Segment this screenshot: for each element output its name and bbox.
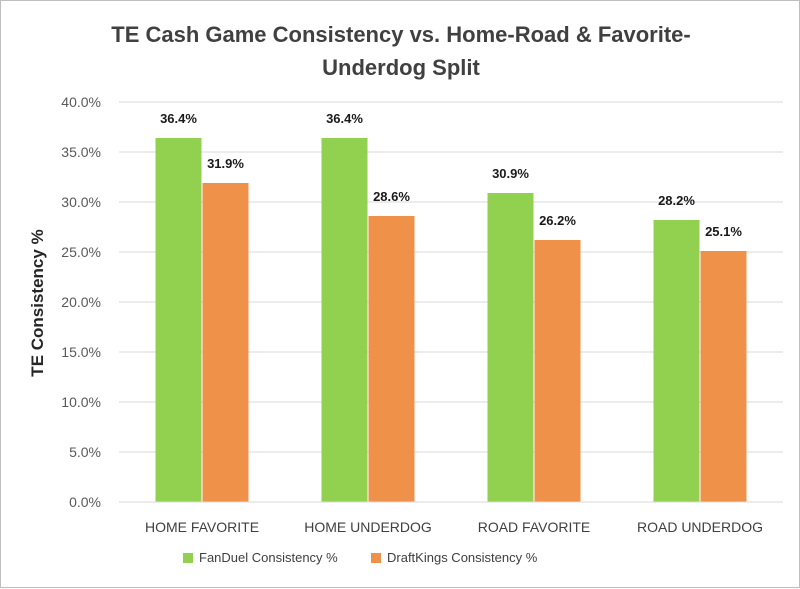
legend-swatch-draftkings	[371, 553, 381, 563]
x-category-label: ROAD UNDERDOG	[637, 519, 763, 535]
x-category-label: ROAD FAVORITE	[478, 519, 591, 535]
bar-draftkings	[534, 240, 581, 502]
chart-title-line-2: Underdog Split	[322, 55, 480, 80]
legend: FanDuel Consistency % DraftKings Consist…	[183, 550, 538, 565]
y-tick-label: 10.0%	[61, 394, 101, 410]
y-axis-ticks: 0.0% 5.0% 10.0% 15.0% 20.0% 25.0% 30.0% 35.0% 40…	[61, 94, 101, 510]
data-label-fanduel: 30.9%	[492, 166, 529, 181]
bar-draftkings	[202, 183, 249, 502]
legend-swatch-fanduel	[183, 553, 193, 563]
y-tick-label: 25.0%	[61, 244, 101, 260]
legend-label-draftkings: DraftKings Consistency %	[387, 550, 538, 565]
x-category-label: HOME FAVORITE	[145, 519, 259, 535]
y-tick-label: 30.0%	[61, 194, 101, 210]
bar-fanduel	[321, 138, 368, 502]
x-category-label: HOME UNDERDOG	[304, 519, 432, 535]
bar-draftkings	[368, 216, 415, 502]
legend-label-fanduel: FanDuel Consistency %	[199, 550, 338, 565]
data-label-draftkings: 28.6%	[373, 189, 410, 204]
bar-fanduel	[653, 220, 700, 502]
y-axis-label: TE Consistency %	[28, 229, 47, 376]
bar-draftkings	[700, 251, 747, 502]
y-tick-label: 40.0%	[61, 94, 101, 110]
y-tick-label: 5.0%	[69, 444, 101, 460]
y-tick-label: 15.0%	[61, 344, 101, 360]
bar-fanduel	[155, 138, 202, 502]
data-label-fanduel: 36.4%	[160, 111, 197, 126]
y-tick-label: 35.0%	[61, 144, 101, 160]
data-label-draftkings: 25.1%	[705, 224, 742, 239]
data-label-draftkings: 26.2%	[539, 213, 576, 228]
data-labels: 36.4% 31.9% 36.4% 28.6% 30.9% 26.2% 28.2% 25.1%	[160, 111, 742, 239]
bar-fanduel	[487, 193, 534, 502]
bars	[155, 138, 747, 502]
x-axis-categories: HOME FAVORITE HOME UNDERDOG ROAD FAVORITE R…	[145, 519, 763, 535]
data-label-draftkings: 31.9%	[207, 156, 244, 171]
data-label-fanduel: 36.4%	[326, 111, 363, 126]
data-label-fanduel: 28.2%	[658, 193, 695, 208]
y-tick-label: 20.0%	[61, 294, 101, 310]
y-tick-label: 0.0%	[69, 494, 101, 510]
chart-title-line-1: TE Cash Game Consistency vs. Home-Road &…	[111, 22, 691, 47]
